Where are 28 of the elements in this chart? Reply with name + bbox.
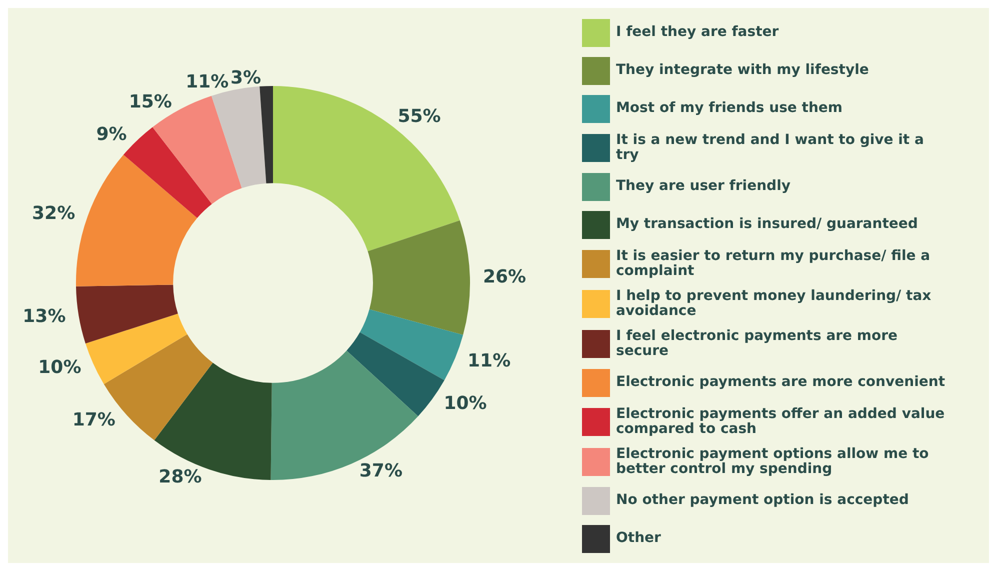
data-label: 26% [482,266,526,288]
legend-label: It is easier to return my purchase/ file a complaint [616,248,932,278]
legend-label: They are user friendly [616,178,791,194]
legend-label: I feel electronic payments are more secure [616,328,899,358]
data-label: 11% [186,71,229,92]
legend-label: I help to prevent money laundering/ tax avoidance [616,288,932,318]
data-label: 15% [128,91,172,112]
data-label: 17% [72,409,116,430]
legend-label: My transaction is insured/ guaranteed [616,216,918,232]
legend-label: Electronic payment options allow me to better control my spending [616,446,930,476]
data-label: 11% [468,350,511,372]
legend-label: They integrate with my lifestyle [616,62,869,78]
legend-label: Most of my friends use them [616,100,843,116]
data-label: 10% [444,393,487,414]
data-label: 37% [359,460,402,482]
data-label: 32% [32,202,76,224]
data-label: 13% [22,306,66,328]
data-label: 10% [38,357,82,378]
legend-label: Electronic payments are more convenient [616,374,946,390]
data-label: 55% [398,106,441,128]
legend-label: No other payment option is accepted [616,492,909,508]
legend-label: Electronic payments offer an added value compared to cash [616,406,946,436]
data-label: 28% [158,466,202,488]
legend-label: I feel they are faster [616,24,779,40]
legend-label: Other [616,530,661,546]
data-label: 9% [96,124,127,145]
legend-label: It is a new trend and I want to give it a try [616,132,925,162]
data-label: 3% [230,68,262,89]
